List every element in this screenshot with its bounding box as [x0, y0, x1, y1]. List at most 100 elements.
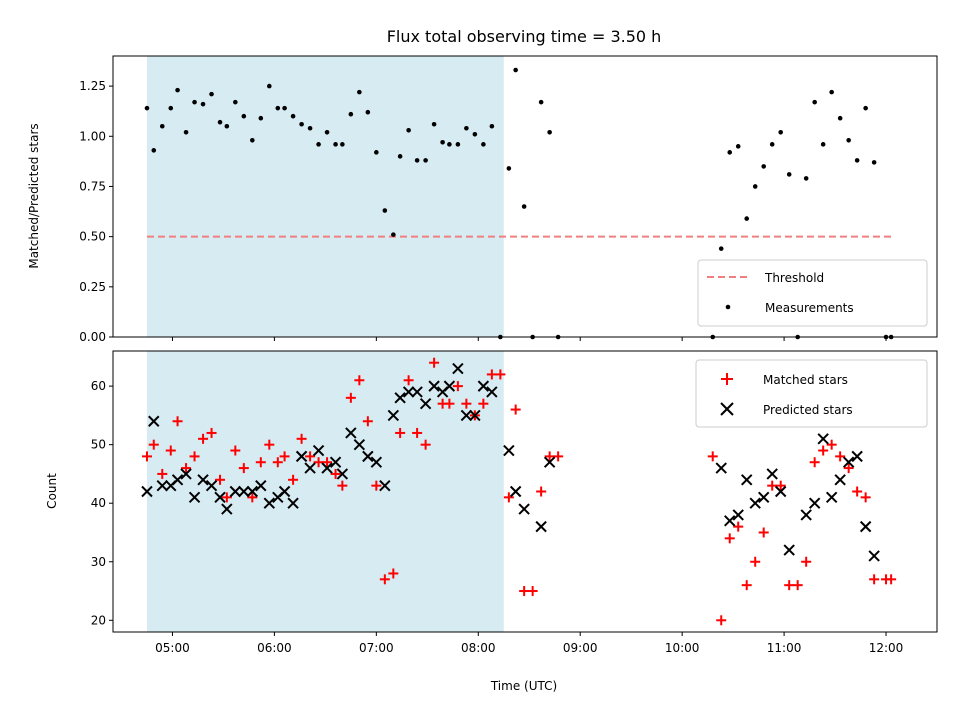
matched-star-point [716, 615, 727, 626]
legend-predicted-label: Predicted stars [763, 403, 853, 417]
matched-star-point [843, 463, 854, 474]
counts-legend: Matched stars Predicted stars [695, 359, 928, 428]
matched-star-point [767, 480, 778, 491]
measurement-point [224, 123, 230, 129]
predicted-star-point [859, 520, 872, 533]
predicted-star-point [370, 456, 383, 468]
ratio-y-tick-label: 0.00 [79, 330, 106, 344]
predicted-star-point [766, 468, 778, 480]
predicted-star-point [724, 515, 736, 527]
counts-x-tick-label: 12:00 [869, 641, 904, 655]
measurement-point [307, 125, 313, 131]
matched-star-point [403, 375, 414, 386]
counts-x-tick-label: 06:00 [257, 641, 292, 655]
matched-star-point [362, 416, 373, 427]
matched-star-point [724, 533, 735, 544]
matched-star-point [337, 480, 348, 491]
counts-x-tick-label: 07:00 [359, 641, 394, 655]
predicted-star-point [460, 409, 473, 422]
predicted-star-point [214, 491, 226, 504]
matched-star-point [544, 451, 555, 462]
predicted-star-point [394, 392, 406, 404]
measurement-point [464, 125, 469, 131]
matched-star-point [313, 457, 324, 468]
matched-star-point [510, 404, 521, 415]
predicted-star-point [278, 485, 291, 498]
measurement-point [727, 150, 733, 155]
matched-star-point [198, 433, 209, 444]
measurement-point [440, 140, 445, 145]
matched-star-point [388, 568, 399, 579]
matched-star-point [148, 439, 159, 450]
matched-star-point [461, 398, 472, 409]
predicted-star-point [469, 409, 481, 422]
predicted-star-point [238, 485, 250, 498]
predicted-star-point [304, 462, 316, 474]
counts-x-tick-label: 05:00 [155, 641, 190, 655]
predicted-star-point [246, 485, 259, 498]
measurement-point [316, 142, 321, 147]
ratio-x-ticks [171, 337, 887, 341]
counts-y-tick-label: 30 [91, 555, 106, 569]
matched-star-point [247, 492, 258, 503]
predicted-star-point [171, 474, 184, 486]
measurement-point [406, 127, 411, 133]
matched-star-point [330, 468, 341, 479]
matched-star-point [264, 439, 275, 450]
measurement-point [513, 67, 518, 73]
measurement-point [752, 184, 758, 189]
counts-x-tick-label: 08:00 [461, 641, 496, 655]
matched-star-point [157, 468, 168, 479]
counts-points [141, 357, 897, 626]
predicted-star-point [336, 468, 349, 480]
predicted-star-point [287, 497, 299, 509]
matched-star-point [272, 457, 283, 468]
counts-y-tick-label: 60 [91, 379, 106, 393]
predicted-star-point [312, 444, 325, 457]
matched-star-point [527, 586, 538, 597]
matched-star-point [371, 480, 382, 491]
predicted-star-point [851, 450, 863, 463]
counts-y-axis: 20 30 40 50 60 [91, 379, 113, 627]
measurement-point [348, 111, 354, 117]
matched-star-point [296, 433, 307, 444]
ratio-y-tick-label: 0.50 [79, 230, 106, 244]
measurement-point [159, 123, 165, 129]
predicted-star-point [543, 456, 556, 468]
measurement-point [333, 142, 338, 147]
measurement-point [382, 208, 388, 213]
measurement-point [829, 89, 834, 95]
matched-star-point [345, 392, 356, 403]
matched-star-point [852, 486, 863, 497]
matched-star-point [189, 451, 200, 462]
legend-threshold-label: Threshold [764, 271, 824, 285]
matched-star-point [486, 369, 497, 380]
predicted-star-point [156, 479, 168, 492]
matched-star-point [741, 580, 752, 591]
matched-star-point [553, 451, 564, 462]
matched-star-point [478, 398, 489, 409]
matched-star-point [801, 556, 812, 567]
counts-axes-frame [112, 350, 938, 633]
ratio-shade-rect [146, 56, 504, 337]
ratio-y-label: Matched/Predicted stars [27, 123, 41, 268]
matched-star-point [420, 439, 431, 450]
predicted-star-point [345, 427, 357, 439]
matched-star-point [412, 427, 423, 438]
predicted-star-point [148, 415, 160, 427]
measurement-point [258, 115, 264, 121]
counts-shade-rect [146, 351, 504, 632]
matched-star-point [379, 574, 390, 585]
measurement-point [521, 204, 527, 209]
predicted-star-point [774, 485, 787, 498]
matched-star-point [141, 451, 152, 462]
chart-title: Flux total observing time = 3.50 h [387, 27, 662, 46]
measurement-point [267, 83, 272, 89]
measurement-point [846, 138, 851, 143]
predicted-star-point [825, 491, 838, 504]
predicted-star-point [205, 479, 218, 492]
predicted-star-point [732, 509, 744, 521]
predicted-star-point [419, 397, 432, 410]
ratio-legend: Threshold Measurements [697, 259, 928, 327]
measurement-point [447, 142, 452, 147]
